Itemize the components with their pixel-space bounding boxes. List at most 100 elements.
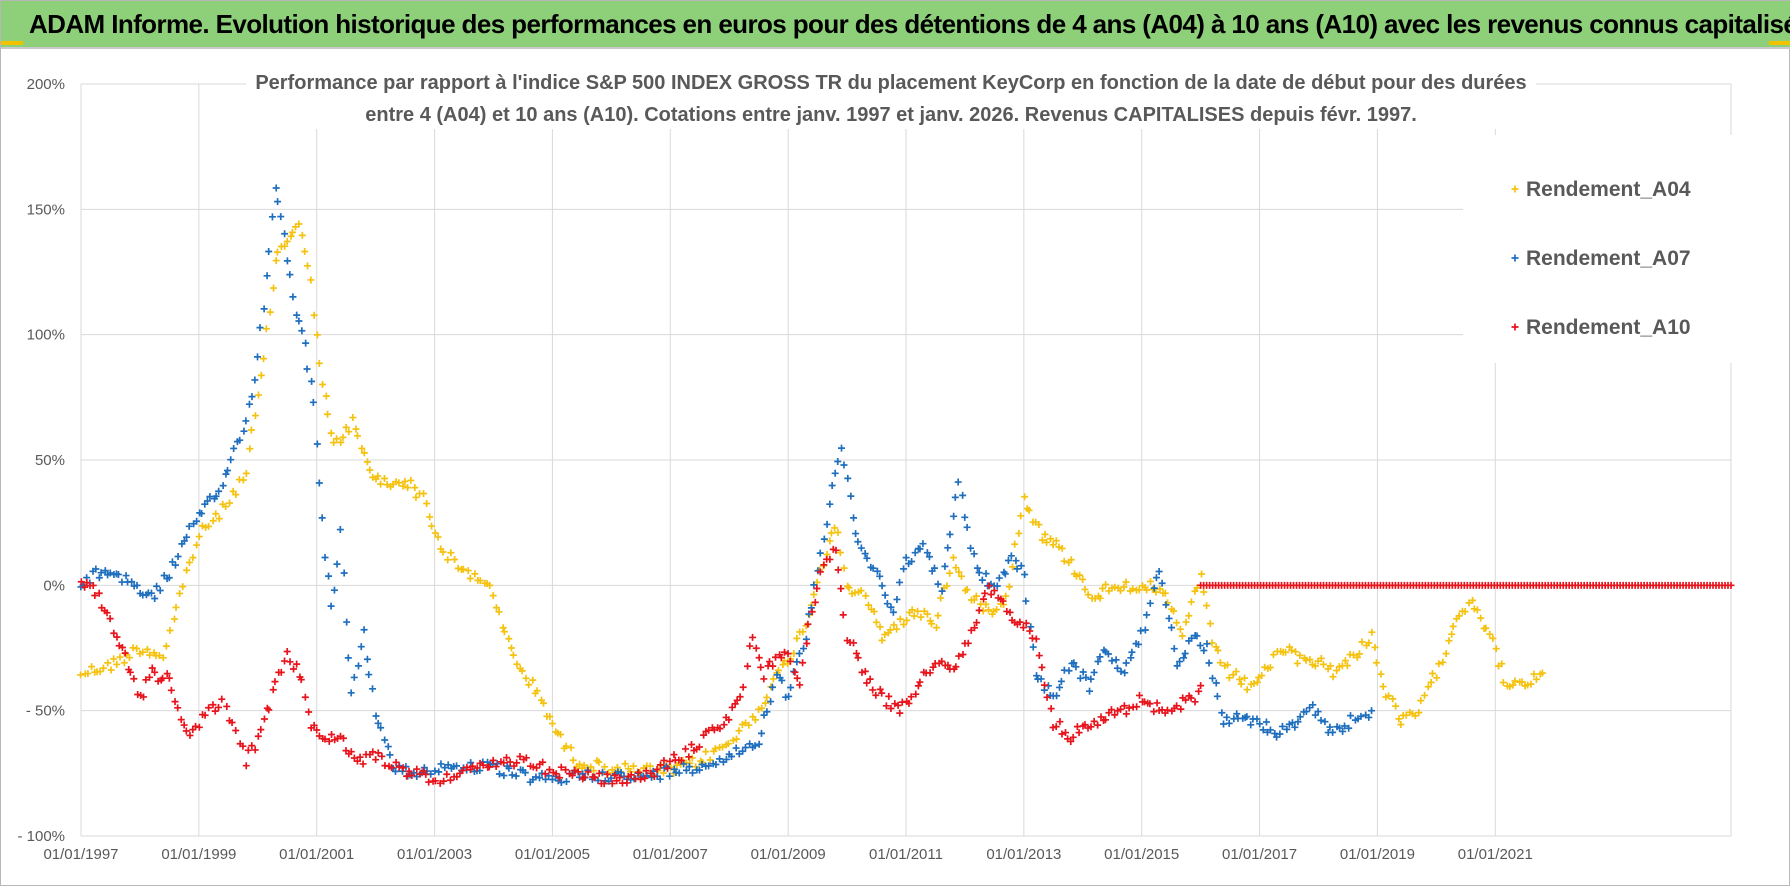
data-point: [1373, 659, 1380, 666]
data-point: [1368, 707, 1375, 714]
data-point: [1445, 637, 1452, 644]
data-point: [471, 570, 478, 577]
data-point: [935, 612, 942, 619]
data-point: [286, 271, 293, 278]
data-point: [358, 643, 365, 650]
data-point: [500, 624, 507, 631]
data-point: [365, 671, 372, 678]
data-point: [337, 526, 344, 533]
data-point: [307, 276, 314, 283]
data-point: [794, 675, 801, 682]
x-tick-label: 01/01/2013: [986, 846, 1061, 863]
y-tick-label: 100%: [27, 327, 65, 344]
data-point: [1439, 659, 1446, 666]
data-point: [302, 694, 309, 701]
data-point: [277, 213, 284, 220]
data-point: [570, 757, 577, 764]
data-point: [163, 643, 170, 650]
data-point: [760, 675, 767, 682]
data-point: [258, 372, 265, 379]
data-point: [1168, 624, 1175, 631]
data-point: [850, 514, 857, 521]
data-point: [757, 664, 764, 671]
data-point: [255, 392, 262, 399]
data-point: [1058, 678, 1065, 685]
series-4: [1197, 582, 1734, 589]
data-point: [756, 654, 763, 661]
x-tick-label: 01/01/2003: [397, 846, 472, 863]
data-point: [996, 575, 1003, 582]
data-point: [1038, 664, 1045, 671]
data-point: [670, 751, 677, 758]
banner-accent-right: [1769, 41, 1790, 45]
data-point: [1244, 686, 1251, 693]
data-point: [420, 490, 427, 497]
data-point: [756, 741, 763, 748]
data-point: [372, 756, 379, 763]
data-point: [361, 626, 368, 633]
x-tick-label: 01/01/2021: [1458, 846, 1533, 863]
data-point: [933, 624, 940, 631]
data-point: [176, 590, 183, 597]
data-point: [246, 401, 253, 408]
data-point: [331, 587, 338, 594]
data-point: [220, 482, 227, 489]
data-point: [796, 681, 803, 688]
data-point: [435, 768, 442, 775]
data-point: [255, 733, 262, 740]
data-point: [1027, 623, 1034, 630]
data-point: [749, 634, 756, 641]
y-tick-label: 200%: [27, 76, 65, 93]
data-point: [884, 600, 891, 607]
data-point: [1448, 631, 1455, 638]
data-point: [257, 726, 264, 733]
data-point: [964, 524, 971, 531]
data-point: [840, 611, 847, 618]
data-point: [104, 659, 111, 666]
data-point: [1150, 708, 1157, 715]
data-point: [1377, 671, 1384, 678]
data-point: [1330, 673, 1337, 680]
data-point: [196, 724, 203, 731]
data-point: [248, 393, 255, 400]
data-point: [829, 482, 836, 489]
data-point: [967, 545, 974, 552]
data-point: [858, 545, 865, 552]
data-point: [308, 378, 315, 385]
data-point: [274, 198, 281, 205]
data-point: [323, 393, 330, 400]
data-point: [1041, 682, 1048, 689]
data-point: [444, 556, 451, 563]
chart-title-line-2: entre 4 (A04) et 10 ans (A10). Cotations…: [365, 104, 1417, 126]
data-point: [523, 675, 530, 682]
data-point: [1123, 660, 1130, 667]
data-point: [428, 523, 435, 530]
data-point: [260, 355, 267, 362]
data-point: [426, 513, 433, 520]
data-point: [1056, 684, 1063, 691]
data-point: [791, 669, 798, 676]
data-point: [261, 305, 268, 312]
data-point: [224, 467, 231, 474]
x-tick-label: 01/01/2009: [751, 846, 826, 863]
y-tick-label: 150%: [27, 201, 65, 218]
data-point: [364, 656, 371, 663]
data-point: [246, 445, 253, 452]
data-point: [1209, 675, 1216, 682]
data-point: [525, 681, 532, 688]
data-point: [981, 590, 988, 597]
data-point: [1062, 729, 1069, 736]
data-point: [826, 501, 833, 508]
data-point: [976, 607, 983, 614]
data-point: [271, 678, 278, 685]
data-point: [941, 563, 948, 570]
scatter-chart: Performance par rapport à l'indice S&P 5…: [1, 49, 1790, 887]
data-point: [447, 549, 454, 556]
x-tick-label: 01/01/1997: [43, 846, 118, 863]
data-point: [264, 272, 271, 279]
data-point: [721, 721, 728, 728]
data-point: [763, 694, 770, 701]
data-point: [349, 414, 356, 421]
data-point: [179, 583, 186, 590]
data-point: [373, 713, 380, 720]
